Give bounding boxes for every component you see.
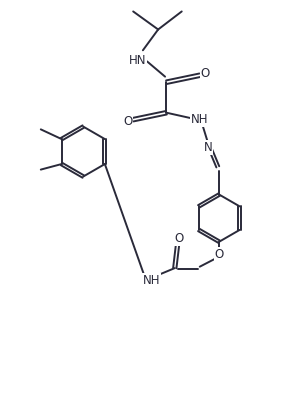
Text: N: N [204, 141, 213, 154]
Text: O: O [215, 248, 224, 261]
Text: O: O [123, 114, 132, 127]
Text: O: O [201, 67, 210, 80]
Text: HN: HN [128, 54, 146, 66]
Text: NH: NH [191, 113, 209, 126]
Text: NH: NH [142, 274, 160, 287]
Text: O: O [174, 233, 184, 245]
